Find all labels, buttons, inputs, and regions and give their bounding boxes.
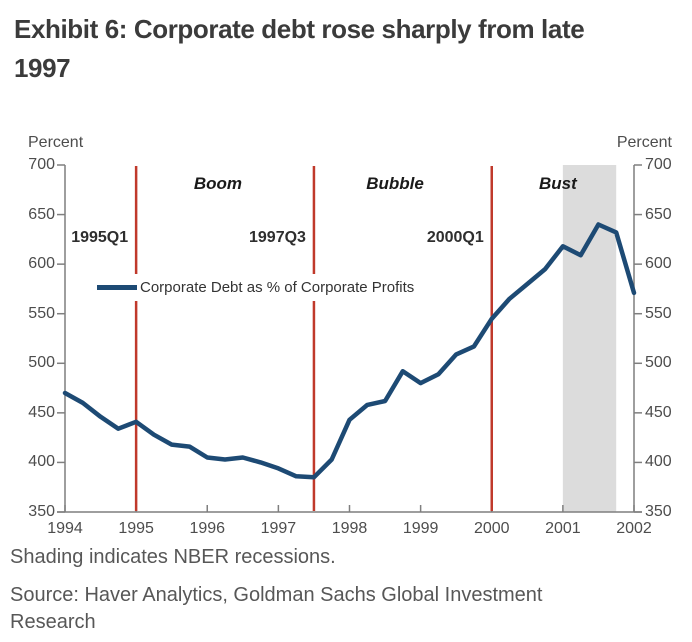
y-axis-label-left: 650 — [28, 205, 55, 223]
legend: Corporate Debt as % of Corporate Profits — [92, 274, 420, 301]
event-line-label: 2000Q1 — [426, 229, 484, 246]
y-axis-label-left: 700 — [28, 156, 55, 173]
x-axis-label: 1996 — [189, 520, 226, 537]
source-note: Source: Haver Analytics, Goldman Sachs G… — [10, 584, 543, 633]
y-axis-label-right: 550 — [645, 304, 672, 322]
y-axis-label-left: 450 — [28, 403, 55, 421]
y-axis-label-right: 450 — [645, 403, 672, 421]
x-axis-label: 1994 — [47, 520, 83, 537]
event-line-label: 1997Q3 — [249, 229, 306, 246]
exhibit-title: Exhibit 6: Corporate debt rose sharply f… — [14, 10, 674, 88]
y-axis-label-right: 400 — [645, 453, 672, 471]
legend-label: Corporate Debt as % of Corporate Profits — [140, 279, 415, 296]
x-axis-label: 1995 — [118, 520, 154, 537]
x-axis-label: 1997 — [260, 520, 297, 537]
phase-label: Bust — [539, 174, 577, 193]
corporate-debt-line — [62, 222, 637, 480]
y-axis-label-left: 600 — [28, 255, 55, 273]
y-axis-label-left: 400 — [28, 453, 55, 471]
phase-label: Boom — [193, 174, 242, 193]
y-axis-label-right: 350 — [645, 503, 672, 520]
event-line-label: 1995Q1 — [71, 229, 129, 246]
recession-band — [562, 165, 617, 512]
exhibit-title-line1: Exhibit 6: Corporate debt rose sharply f… — [14, 14, 585, 44]
footnote: Shading indicates NBER recessions. — [10, 546, 336, 568]
y-axis-label-right: 600 — [645, 255, 672, 273]
y-axis-label-right: 650 — [645, 205, 672, 223]
y-axis-label-left: 550 — [28, 304, 55, 322]
x-axis-label: 1998 — [331, 520, 368, 537]
x-axis-label: 2001 — [545, 520, 581, 537]
exhibit-title-line2: 1997 — [14, 53, 71, 83]
x-axis-label: 2002 — [616, 520, 652, 537]
y-axis-label-right: 700 — [645, 156, 672, 173]
right-axis-unit-label: Percent — [616, 134, 672, 151]
y-axis-label-left: 350 — [28, 503, 55, 520]
y-axis-label-right: 500 — [645, 354, 672, 372]
left-axis-unit-label: Percent — [28, 134, 84, 151]
phase-label: Bubble — [366, 174, 424, 193]
legend-line-swatch — [97, 285, 137, 290]
x-axis-label: 1999 — [402, 520, 439, 537]
y-axis-label-left: 500 — [28, 354, 55, 372]
x-axis-label: 2000 — [473, 520, 510, 537]
